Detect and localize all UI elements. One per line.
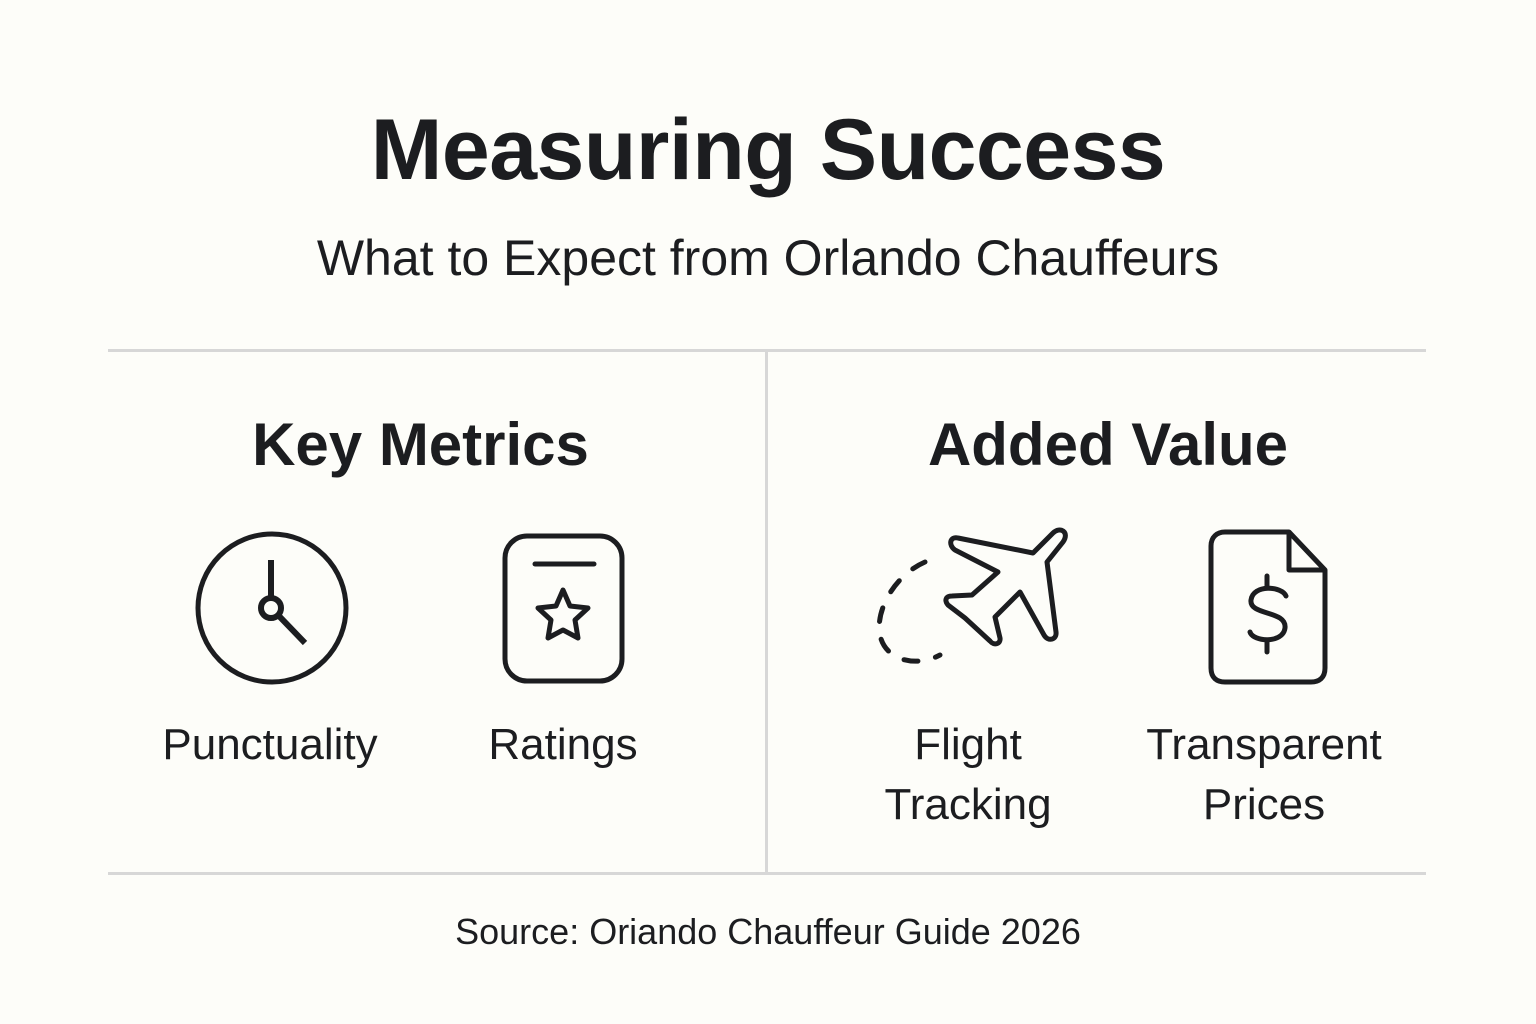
label-transparent-prices-line-1: Transparent <box>1146 720 1382 769</box>
label-punctuality: Punctuality <box>162 720 378 769</box>
page-subtitle: What to Expect from Orlando Chauffeurs <box>316 230 1220 286</box>
center-divider <box>765 352 768 874</box>
top-divider <box>108 349 1426 352</box>
page-title: Measuring Success <box>370 102 1166 198</box>
airplane-tracking-icon <box>876 527 1068 664</box>
rating-card-star-icon <box>502 533 625 684</box>
label-ratings: Ratings <box>488 720 638 769</box>
label-flight-tracking-line-2: Tracking <box>884 780 1052 829</box>
section-title-key-metrics: Key Metrics <box>252 411 589 478</box>
label-transparent-prices: Transparent Prices <box>1114 715 1414 835</box>
source-note: Source: Oriando Chauffeur Guide 2026 <box>455 911 1081 952</box>
price-document-dollar-icon <box>1208 529 1328 685</box>
label-transparent-prices-line-2: Prices <box>1202 780 1326 829</box>
section-title-added-value: Added Value <box>927 411 1289 478</box>
clock-icon <box>195 531 349 685</box>
label-flight-tracking: Flight Tracking <box>818 715 1118 835</box>
bottom-divider <box>108 872 1426 875</box>
label-flight-tracking-line-1: Flight <box>914 720 1022 769</box>
